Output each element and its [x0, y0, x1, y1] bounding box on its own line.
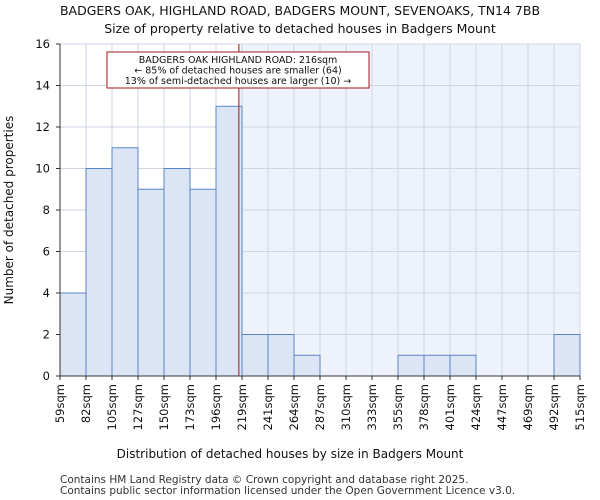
bar-9 [293, 354, 321, 377]
y-tick-label-8: 16 [35, 37, 50, 51]
bar-8 [267, 334, 295, 377]
y-tick-label-6: 12 [35, 120, 50, 134]
y-axis-label: Number of detached properties [2, 116, 16, 305]
x-tick-label-12: 333sqm [365, 384, 379, 430]
x-tick-label-14: 378sqm [417, 384, 431, 430]
annotation-line3: 13% of semi-detached houses are larger (… [125, 76, 352, 87]
x-tick-label-2: 105sqm [105, 384, 119, 430]
bar-3 [137, 188, 165, 377]
x-tick-label-10: 287sqm [313, 384, 327, 430]
x-tick-label-9: 264sqm [287, 384, 301, 430]
x-tick-label-19: 492sqm [547, 384, 561, 430]
y-tick-label-4: 8 [43, 203, 50, 217]
plot-area: 0 2 4 6 8 10 12 14 16 59sqm 82sqm 105sqm 127sqm 150sq… [35, 37, 587, 430]
annotation-line1: BADGERS OAK HIGHLAND ROAD: 216sqm [139, 55, 338, 66]
footer-line-1: Contains HM Land Registry data © Crown c… [60, 474, 468, 486]
chart-subtitle: Size of property relative to detached ho… [104, 21, 496, 36]
y-tick-label-0: 0 [43, 369, 50, 383]
bar-19 [553, 334, 581, 377]
y-tick-label-7: 14 [35, 79, 50, 93]
y-tick-label-1: 2 [43, 328, 50, 342]
x-tick-label-8: 241sqm [261, 384, 275, 430]
x-tick-label-5: 173sqm [183, 384, 197, 430]
bar-4 [163, 168, 191, 377]
footer-line-2: Contains public sector information licen… [60, 485, 515, 497]
annotation-line2: ← 85% of detached houses are smaller (64… [134, 66, 341, 77]
bar-0 [59, 292, 87, 377]
chart-title: BADGERS OAK, HIGHLAND ROAD, BADGERS MOUN… [60, 3, 540, 18]
bar-1 [85, 168, 113, 377]
x-tick-label-11: 310sqm [339, 384, 353, 430]
annotation-box [106, 51, 370, 89]
x-tick-label-13: 355sqm [391, 384, 405, 430]
x-axis-label: Distribution of detached houses by size … [117, 447, 464, 461]
bar-7 [241, 334, 269, 377]
y-tick-label-2: 4 [43, 286, 50, 300]
x-tick-label-4: 150sqm [157, 384, 171, 430]
x-tick-label-17: 447sqm [495, 384, 509, 430]
x-tick-label-6: 196sqm [209, 384, 223, 430]
bar-6 [215, 105, 243, 377]
y-tick-label-3: 6 [43, 245, 50, 259]
bar-14 [423, 354, 451, 377]
x-tick-label-20: 515sqm [573, 384, 587, 430]
bar-13 [397, 354, 425, 377]
x-tick-label-1: 82sqm [79, 384, 93, 423]
x-tick-label-18: 469sqm [521, 384, 535, 430]
bar-2 [111, 147, 139, 377]
bar-5 [189, 188, 217, 377]
y-tick-label-5: 10 [35, 162, 50, 176]
x-tick-label-16: 424sqm [469, 384, 483, 430]
bar-15 [449, 354, 477, 377]
x-tick-label-7: 219sqm [235, 384, 249, 430]
x-tick-label-0: 59sqm [53, 384, 67, 423]
x-tick-label-3: 127sqm [131, 384, 145, 430]
x-tick-label-15: 401sqm [443, 384, 457, 430]
